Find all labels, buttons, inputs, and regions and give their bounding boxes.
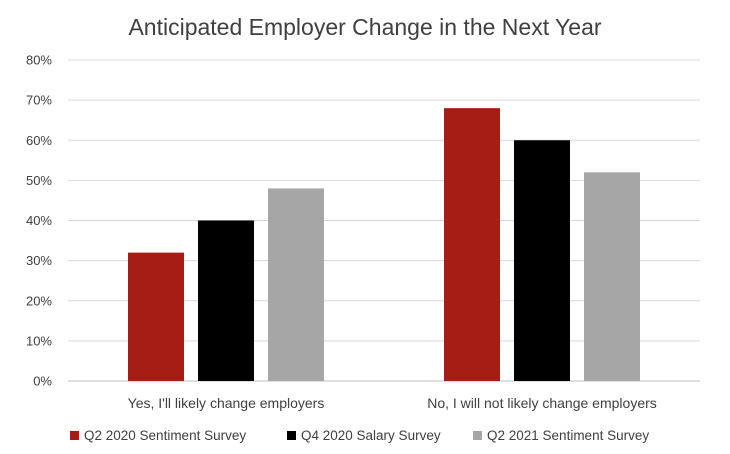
- y-tick-label: 60%: [26, 133, 52, 148]
- y-tick-label: 10%: [26, 333, 52, 348]
- legend: Q2 2020 Sentiment Survey Q4 2020 Salary S…: [70, 428, 649, 443]
- bar: [444, 108, 500, 382]
- y-tick-label: 50%: [26, 173, 52, 188]
- x-axis-categories: Yes, I'll likely change employers No, I w…: [128, 395, 657, 411]
- legend-label: Q4 2020 Salary Survey: [301, 428, 441, 443]
- bar: [584, 172, 640, 381]
- x-category-label: No, I will not likely change employers: [427, 395, 657, 411]
- bars: [128, 108, 640, 382]
- y-axis-ticks: 0% 10% 20% 30% 40% 50% 60% 70% 80%: [26, 53, 52, 389]
- y-tick-label: 80%: [26, 53, 52, 68]
- y-tick-label: 20%: [26, 293, 52, 308]
- legend-swatch: [70, 431, 79, 440]
- bar: [198, 220, 254, 381]
- bar: [514, 140, 570, 381]
- legend-label: Q2 2020 Sentiment Survey: [84, 428, 246, 443]
- bar: [268, 188, 324, 381]
- y-tick-label: 30%: [26, 253, 52, 268]
- x-category-label: Yes, I'll likely change employers: [128, 395, 325, 411]
- y-tick-label: 70%: [26, 93, 52, 108]
- legend-label: Q2 2021 Sentiment Survey: [487, 428, 649, 443]
- chart-title: Anticipated Employer Change in the Next …: [128, 14, 601, 40]
- y-tick-label: 40%: [26, 213, 52, 228]
- legend-swatch: [287, 431, 296, 440]
- y-tick-label: 0%: [33, 374, 52, 389]
- legend-swatch: [473, 431, 482, 440]
- bar: [128, 252, 184, 381]
